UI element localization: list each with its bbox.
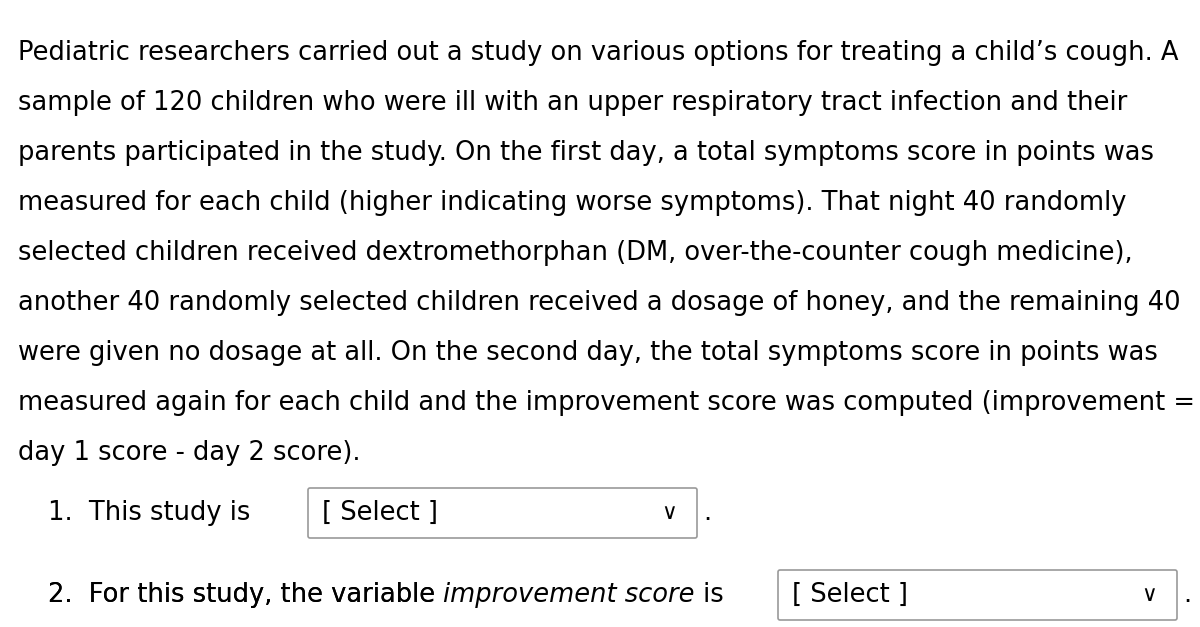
FancyBboxPatch shape (778, 570, 1177, 620)
Text: .: . (1183, 582, 1192, 608)
Text: day 1 score - day 2 score).: day 1 score - day 2 score). (18, 440, 360, 466)
Text: ∨: ∨ (661, 503, 677, 523)
Text: measured again for each child and the improvement score was computed (improvemen: measured again for each child and the im… (18, 390, 1195, 416)
Text: improvement score: improvement score (443, 582, 695, 608)
Text: were given no dosage at all. On the second day, the total symptoms score in poin: were given no dosage at all. On the seco… (18, 340, 1158, 366)
Text: another 40 randomly selected children received a dosage of honey, and the remain: another 40 randomly selected children re… (18, 290, 1181, 316)
Text: .: . (703, 500, 712, 526)
Text: 2.  For this study, the variable: 2. For this study, the variable (48, 582, 443, 608)
Text: ∨: ∨ (1141, 585, 1157, 605)
Text: Pediatric researchers carried out a study on various options for treating a chil: Pediatric researchers carried out a stud… (18, 40, 1178, 66)
Text: is: is (695, 582, 724, 608)
Text: [ Select ]: [ Select ] (322, 500, 438, 526)
Text: parents participated in the study. On the first day, a total symptoms score in p: parents participated in the study. On th… (18, 140, 1154, 166)
Text: measured for each child (higher indicating worse symptoms). That night 40 random: measured for each child (higher indicati… (18, 190, 1127, 216)
Text: [ Select ]: [ Select ] (792, 582, 908, 608)
FancyBboxPatch shape (308, 488, 697, 538)
Text: sample of 120 children who were ill with an upper respiratory tract infection an: sample of 120 children who were ill with… (18, 90, 1127, 116)
Text: selected children received dextromethorphan (DM, over-the-counter cough medicine: selected children received dextromethorp… (18, 240, 1133, 266)
Text: 2.  For this study, the variable: 2. For this study, the variable (48, 582, 443, 608)
Text: 1.  This study is: 1. This study is (48, 500, 251, 526)
